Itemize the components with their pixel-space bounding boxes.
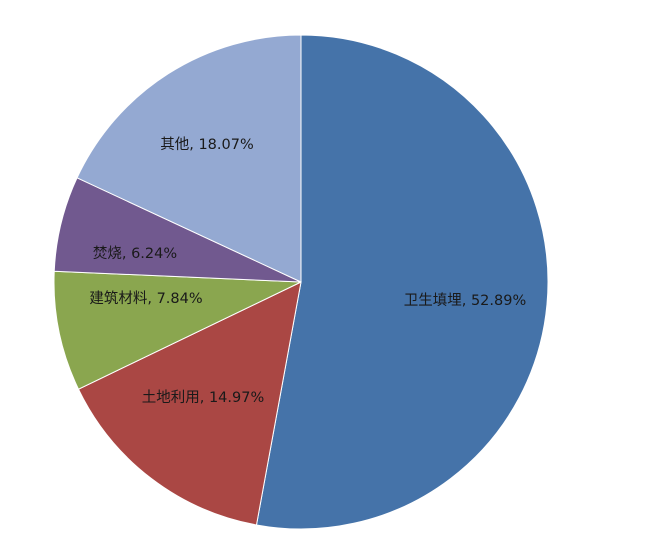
data-label-4: 其他, 18.07% (160, 136, 254, 153)
pie-slice-2 (53, 270, 302, 390)
data-label-3: 焚烧, 6.24% (93, 245, 177, 262)
pie-slice-0 (255, 34, 549, 530)
pie-slice-4 (76, 34, 302, 283)
data-label-1: 土地利用, 14.97% (142, 389, 265, 406)
data-label-0: 卫生填埋, 52.89% (404, 292, 527, 309)
data-label-2: 建筑材料, 7.84% (89, 290, 202, 307)
pie-slice-1 (77, 281, 302, 526)
